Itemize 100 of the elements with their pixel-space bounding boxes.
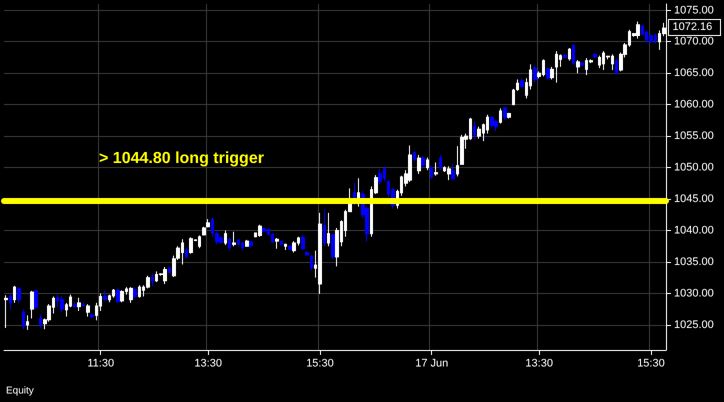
- candlestick: [378, 168, 382, 184]
- candlestick: [593, 52, 597, 59]
- candlestick: [77, 297, 81, 312]
- candlestick: [232, 231, 236, 247]
- candlestick: [477, 126, 481, 140]
- candlestick: [576, 59, 580, 74]
- candlestick: [460, 134, 464, 165]
- y-tick-label: 1075.00: [674, 4, 714, 16]
- candlestick: [568, 48, 571, 62]
- candlestick: [103, 290, 107, 302]
- candlestick: [280, 240, 283, 246]
- candlestick: [323, 209, 326, 247]
- candlestick: [408, 145, 412, 183]
- candlestick: [224, 230, 227, 246]
- y-tick-label: 1035.00: [674, 256, 714, 268]
- candlestick: [499, 108, 502, 124]
- candlestick: [305, 250, 309, 256]
- candlestick: [288, 245, 292, 250]
- candlestick: [138, 284, 141, 298]
- candlestick: [4, 294, 8, 328]
- candlestick: [563, 54, 567, 60]
- candlestick: [82, 301, 85, 308]
- candlestick: [22, 308, 25, 330]
- x-tick-label: 13:30: [525, 358, 553, 370]
- y-tick-label: 1065.00: [674, 67, 714, 80]
- candlestick: [447, 166, 451, 181]
- text: Equity: [6, 386, 34, 396]
- candlestick: [249, 240, 253, 248]
- candlestick: [451, 163, 455, 181]
- candlestick: [417, 154, 421, 174]
- candlestick: [30, 290, 34, 320]
- candlestick: [318, 212, 322, 295]
- candlestick: [241, 241, 244, 252]
- candlestick: [331, 233, 335, 260]
- y-tick-label: 1030.00: [674, 287, 714, 300]
- y-tick-label: 1040.00: [674, 224, 714, 236]
- candlestick: [615, 58, 618, 75]
- y-tick-label: 1050.00: [674, 162, 714, 174]
- candlestick: [546, 66, 550, 80]
- candlestick: [73, 302, 77, 308]
- candlestick: [507, 112, 511, 119]
- candlestick: [456, 146, 459, 177]
- candlestick: [112, 288, 115, 298]
- candlestick: [550, 66, 554, 80]
- candlestick: [129, 286, 133, 304]
- candlestick: [185, 246, 188, 259]
- x-tick-label: 15:30: [637, 358, 665, 370]
- candlestick: [163, 266, 167, 284]
- candlestick: [60, 296, 64, 313]
- candlestick: [168, 266, 171, 274]
- x-tick-label: 13:30: [194, 358, 222, 370]
- candlestick: [17, 286, 21, 304]
- candlestick: [262, 226, 266, 233]
- candlestick: [572, 44, 575, 66]
- candlestick: [39, 314, 42, 328]
- candlestick: [301, 234, 305, 250]
- y-tick-label: 1045.00: [674, 193, 714, 206]
- candlestick: [258, 224, 262, 238]
- candlestick: [533, 65, 537, 84]
- candlestick: [90, 313, 94, 320]
- candlestick: [649, 34, 653, 44]
- candlestick: [421, 156, 425, 168]
- candlestick: [189, 236, 193, 254]
- x-tick-label: 11:30: [87, 358, 114, 370]
- candlestick: [245, 239, 249, 248]
- candlestick: [520, 78, 524, 88]
- text: 1072.16: [672, 21, 712, 33]
- candlestick: [490, 115, 494, 130]
- candlestick: [310, 254, 313, 271]
- candlestick: [503, 106, 507, 121]
- candlestick: [34, 289, 38, 310]
- candlestick: [228, 238, 231, 252]
- candlestick: [580, 61, 584, 67]
- y-tick-label: 1055.00: [674, 130, 714, 142]
- candlestick: [598, 55, 601, 69]
- candlestick: [636, 21, 640, 40]
- y-tick-label: 1070.00: [674, 36, 714, 48]
- candlestick: [133, 286, 137, 299]
- candlestick: [26, 314, 29, 330]
- x-tick-label: 15:30: [306, 358, 334, 370]
- candlestick: [86, 304, 90, 318]
- candlestick: [13, 285, 16, 304]
- candlestick: [473, 121, 476, 140]
- candlestick: [151, 272, 154, 286]
- candlestick: [555, 50, 558, 84]
- candlestick: [275, 238, 279, 250]
- candlestick: [202, 226, 206, 236]
- candlestick: [292, 240, 296, 253]
- candlestick: [426, 157, 429, 171]
- candlestick: [439, 154, 442, 171]
- y-tick-label: 1025.00: [674, 318, 714, 331]
- candlestick: [206, 218, 210, 228]
- candlestick: [284, 243, 287, 250]
- candlestick: [198, 235, 201, 249]
- candlestick: [430, 165, 433, 180]
- candlestick: [271, 232, 274, 244]
- candlestick: [9, 292, 12, 310]
- candlestick: [120, 290, 124, 303]
- candlestick: [434, 162, 438, 176]
- candlestick: [413, 150, 416, 162]
